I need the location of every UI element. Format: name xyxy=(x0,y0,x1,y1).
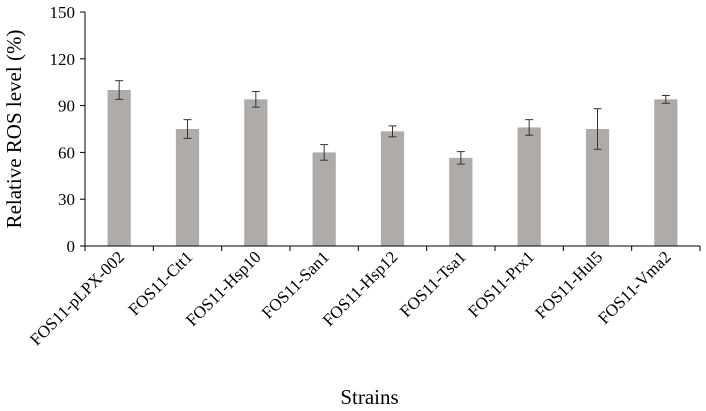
y-tick-label: 150 xyxy=(50,3,76,22)
bar xyxy=(449,157,473,246)
x-axis-title: Strains xyxy=(340,385,398,409)
error-bar xyxy=(115,80,124,100)
bar xyxy=(380,131,405,246)
error-bar xyxy=(525,119,534,136)
y-ticks-group: 0 30 60 90 120 150 xyxy=(50,3,85,256)
bar xyxy=(244,99,268,246)
bar xyxy=(654,99,678,246)
bars-group xyxy=(107,90,678,246)
error-bar xyxy=(183,119,192,139)
y-tick-label: 60 xyxy=(58,143,75,162)
error-bars-group xyxy=(115,80,670,165)
axes-group xyxy=(84,12,700,247)
x-tick-label: FOS11-Hul5 xyxy=(531,247,606,322)
error-bar xyxy=(251,91,260,108)
bar xyxy=(175,129,200,246)
y-axis-title: Relative ROS level (%) xyxy=(2,30,26,229)
error-bar xyxy=(456,151,465,165)
y-tick-label: 30 xyxy=(58,190,75,209)
x-tick-label: FOS11-Vma2 xyxy=(594,247,674,327)
error-bar xyxy=(320,144,329,161)
x-tick-label: FOS11-Ctt1 xyxy=(125,247,197,319)
x-tick-labels-group: FOS11-pLPX-002FOS11-Ctt1FOS11-Hsp10FOS11… xyxy=(26,246,701,349)
bar xyxy=(585,129,610,246)
error-bar xyxy=(593,108,602,150)
x-tick-label: FOS11-San1 xyxy=(258,247,333,322)
y-tick-label: 120 xyxy=(50,50,76,69)
bar xyxy=(107,90,131,246)
error-bar xyxy=(661,94,670,104)
bar xyxy=(517,127,541,246)
x-tick-label: FOS11-pLPX-002 xyxy=(26,247,128,349)
y-tick-label: 0 xyxy=(67,237,76,256)
y-tick-label: 90 xyxy=(58,97,75,116)
bar xyxy=(312,152,336,246)
x-tick-label: FOS11-Tsa1 xyxy=(396,247,470,321)
error-bar xyxy=(388,125,397,138)
x-tick-label: FOS11-Prx1 xyxy=(464,247,538,321)
